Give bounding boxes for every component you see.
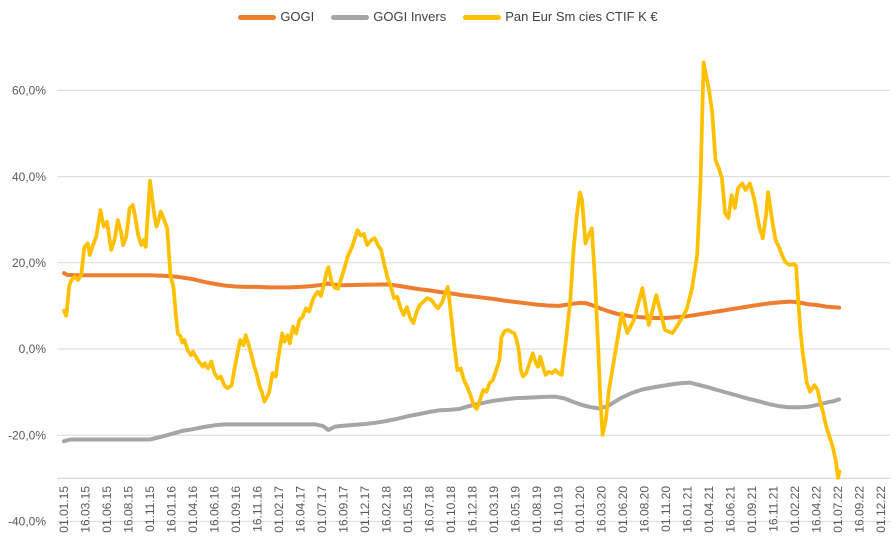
x-axis-label: 01.06.20 [616,486,630,533]
x-axis-label: 01.05.18 [401,486,415,533]
x-axis-label: 16.12.18 [466,486,480,533]
x-axis-label: 16.03.15 [79,486,93,533]
x-axis-label: 16.09.17 [337,486,351,533]
x-axis-label: 16.07.18 [423,486,437,533]
y-axis-label: 60,0% [12,84,46,98]
x-axis-label: 16.09.22 [853,486,867,533]
x-axis-label: 01.07.17 [315,486,329,533]
series-line-gogi-invers[interactable] [62,380,842,444]
x-axis-label: 01.09.16 [229,486,243,533]
series-line-gogi[interactable] [62,271,842,320]
x-axis-label: 01.01.15 [57,486,71,533]
x-axis-label: 01.12.17 [358,486,372,533]
x-axis-label: 16.11.16 [251,486,265,532]
x-axis-label: 01.06.15 [100,486,114,533]
x-axis-label: 16.08.20 [638,486,652,533]
x-axis-label: 16.10.19 [552,486,566,533]
x-axis-label: 16.06.21 [724,486,738,533]
x-axis-label: 16.02.18 [380,486,394,533]
x-axis-label: 16.06.16 [208,486,222,533]
x-axis-label: 16.11.21 [767,486,781,532]
x-axis-label: 01.03.19 [487,486,501,533]
x-axis-label: 16.03.20 [595,486,609,533]
x-axis-label: 01.12.22 [874,486,888,533]
legend-item-pan-eur[interactable]: Pan Eur Sm cies CTIF K € [463,7,658,27]
y-axis-label: 20,0% [12,256,46,270]
x-axis-label: 01.11.20 [659,486,673,532]
x-axis-label: 01.09.21 [745,486,759,533]
y-axis-label: -40,0% [8,515,46,529]
x-axis-label: 01.04.16 [186,486,200,533]
legend-label-gogi: GOGI [280,9,315,24]
x-axis-label: 16.04.22 [810,486,824,533]
x-axis-label: 01.02.22 [788,486,802,533]
x-axis-label: 01.02.17 [272,486,286,533]
x-axis-label: 16.08.15 [122,486,136,533]
legend-item-gogi[interactable]: GOGI [238,7,314,27]
legend-label-gogi-invers: GOGI Invers [373,9,447,24]
x-axis-label: 01.08.19 [530,486,544,533]
x-axis-label: 01.01.20 [573,486,587,533]
x-axis-label: 16.05.19 [509,486,523,533]
x-axis-label: 01.11.15 [143,486,157,532]
y-axis-label: 0,0% [19,342,47,356]
x-axis-label: 01.07.22 [831,486,845,533]
x-axis-label: 16.01.21 [681,486,695,533]
chart-legend: GOGI GOGI Invers Pan Eur Sm cies CTIF K … [0,7,896,27]
legend-label-pan-eur: Pan Eur Sm cies CTIF K € [505,9,658,24]
x-axis-label: 01.04.21 [702,486,716,533]
legend-swatch-pan-eur-icon [463,14,502,20]
x-axis-label: 01.10.18 [444,486,458,533]
x-axis-label: 16.01.16 [165,486,179,533]
y-axis-label: -20,0% [8,428,46,442]
legend-swatch-gogi-invers-icon [331,14,370,20]
legend-item-gogi-invers[interactable]: GOGI Invers [331,7,446,27]
legend-swatch-gogi-icon [238,14,277,20]
x-axis-label: 16.04.17 [294,486,308,533]
y-axis-label: 40,0% [12,170,46,184]
series-line-pan-eur-sm-cies-ctif-k[interactable] [62,60,842,480]
